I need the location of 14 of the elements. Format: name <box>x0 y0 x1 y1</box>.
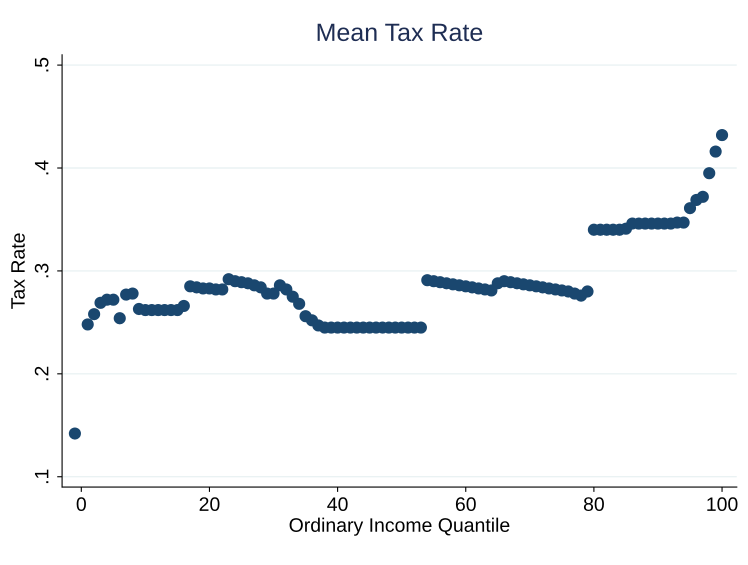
x-tick-label: 20 <box>200 497 220 512</box>
x-tick-label: 60 <box>456 497 476 512</box>
x-tick-label: 0 <box>76 497 86 512</box>
y-tick-label: .3 <box>34 264 49 278</box>
x-axis-title: Ordinary Income Quantile <box>290 518 510 536</box>
x-tick-label: 40 <box>327 497 348 512</box>
y-axis-title: Tax Rate <box>11 233 25 309</box>
y-tick-label: .2 <box>34 366 48 380</box>
chart-title: Mean Tax Rate <box>318 24 482 42</box>
y-tick-label: .1 <box>34 470 48 484</box>
y-tick-label: .5 <box>34 58 49 72</box>
x-tick-label: 100 <box>707 497 738 512</box>
x-tick-label: 80 <box>584 497 604 512</box>
y-tick-label: .4 <box>34 160 48 174</box>
